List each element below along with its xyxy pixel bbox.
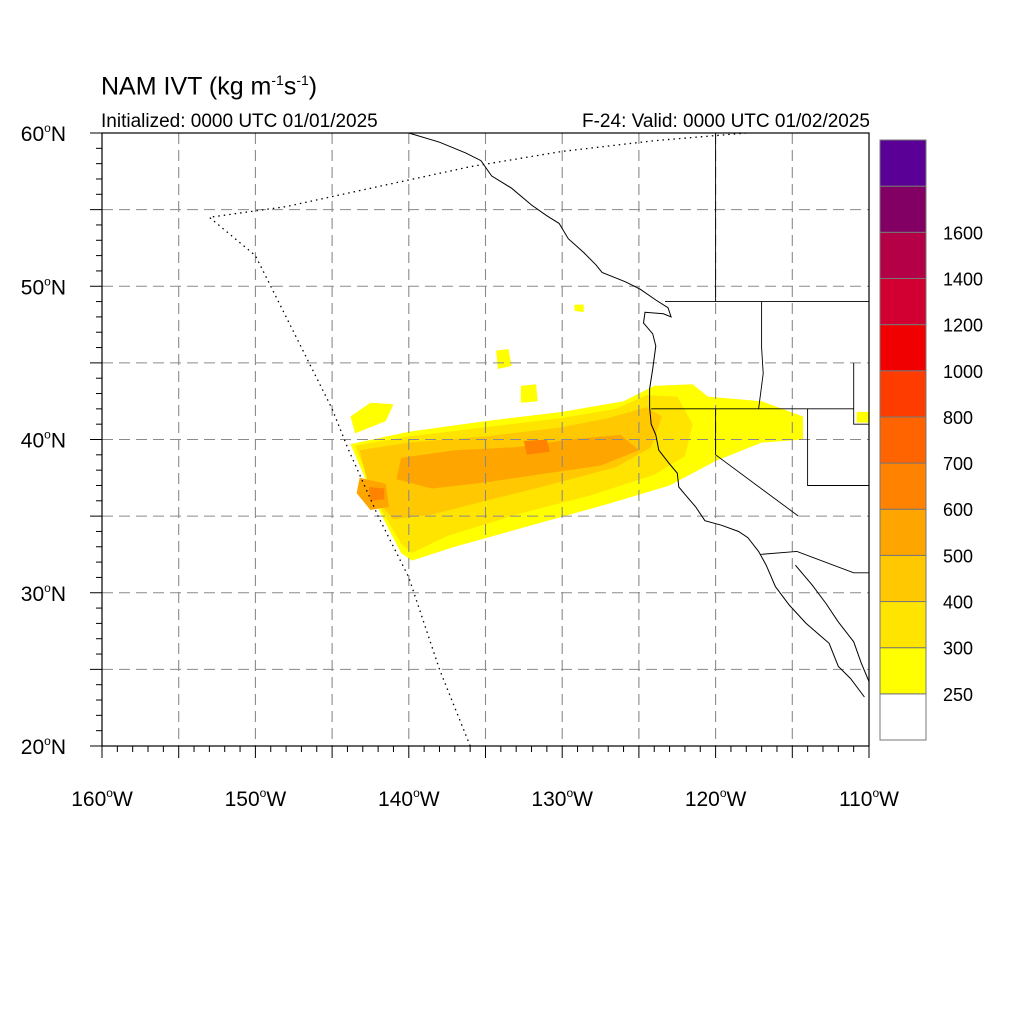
ivt-region-250-2 [496,349,512,369]
colorbar-label: 250 [943,685,973,705]
colorbar-label: 1600 [943,223,983,243]
political-border [853,362,869,425]
lat-label: 50oN [21,274,66,299]
political-border [715,408,799,517]
colorbar-bin [879,324,927,372]
lat-label: 30oN [21,581,66,606]
colorbar-bin [879,231,927,279]
title-exponent-1: -1 [271,72,284,88]
title-mid: s [283,72,297,101]
lon-label: 150oW [225,786,287,811]
colorbar-bin [879,185,927,233]
lon-label: 160oW [71,786,133,811]
axis-ticks [90,132,870,758]
lat-label: 60oN [21,121,66,146]
colorbar-bin [879,462,927,510]
colorbar-bin [879,647,927,695]
colorbar-bin [879,139,927,187]
title-exponent-2: -1 [296,72,309,88]
lon-label: 140oW [378,786,440,811]
coastline [408,133,865,698]
colorbar-label: 400 [943,593,973,613]
ivt-field [350,304,869,561]
colorbar-bin [879,508,927,556]
political-border [807,408,869,486]
title-suffix: ) [308,72,318,101]
political-border [760,550,869,574]
colorbar-bin [879,416,927,464]
graticule [102,133,869,746]
colorbar-label: 700 [943,454,973,474]
colorbar-label: 1200 [943,316,983,336]
colorbar: 250 300 400 500 600 700 800 1000 1200 1400 1600 [879,139,983,741]
colorbar-label: 800 [943,408,973,428]
chart-title: NAM IVT (kg m-1s-1) [101,72,317,101]
ivt-region-250-4 [574,304,584,313]
axis-labels: 60oN 50oN 40oN 30oN 20oN 160oW 150oW 140oW 130oW… [21,121,899,811]
ivt-region-250-3 [520,384,538,403]
lon-label: 130oW [531,786,593,811]
ivt-region-600-10 [523,439,550,455]
ivt-region-600-11 [368,487,385,501]
ivt-region-250-1 [350,402,394,434]
colorbar-bin [879,370,927,418]
geographic-boundaries [207,133,869,746]
colorbar-label: 1000 [943,362,983,382]
ivt-region-500-8 [396,434,639,489]
political-border [758,301,764,409]
domain-boundary [207,133,747,746]
ivt-region-250-5 [856,411,869,423]
colorbar-label: 600 [943,500,973,520]
lon-label: 120oW [685,786,747,811]
valid-time-label: F-24: Valid: 0000 UTC 01/02/2025 [582,111,870,132]
lat-label: 40oN [21,428,66,453]
colorbar-label: 500 [943,546,973,566]
colorbar-bin [879,601,927,649]
colorbar-bin [879,693,927,741]
init-time-label: Initialized: 0000 UTC 01/01/2025 [101,111,378,132]
colorbar-label: 300 [943,639,973,659]
lon-label: 110oW [839,786,899,811]
lat-label: 20oN [21,734,66,759]
colorbar-label: 1400 [943,269,983,289]
title-prefix: NAM IVT (kg m [101,72,272,101]
gulf-coastline [795,564,869,682]
colorbar-bin [879,554,927,603]
colorbar-bin [879,277,927,326]
